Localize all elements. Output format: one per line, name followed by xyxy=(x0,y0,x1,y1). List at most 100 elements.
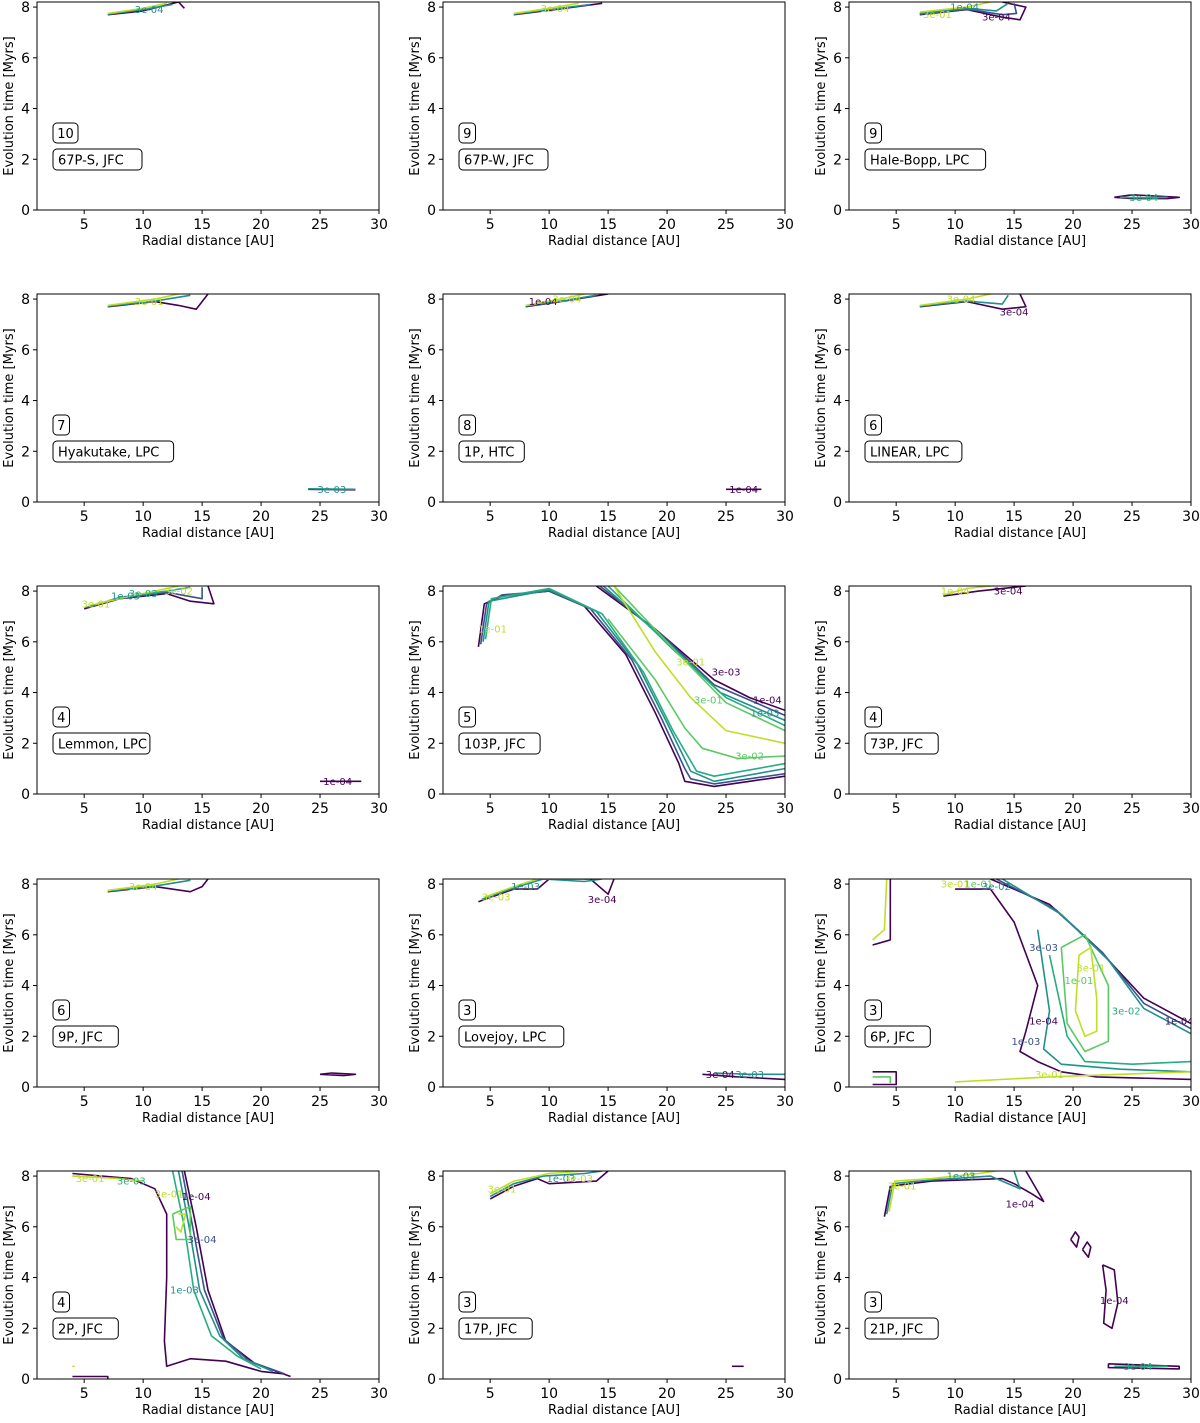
contour-line xyxy=(919,2,991,13)
contour-label: 3e-01 xyxy=(82,599,111,610)
contour-label: 3e-03 xyxy=(1029,943,1058,954)
y-tick-label: 4 xyxy=(21,394,30,410)
contour-line xyxy=(513,2,579,15)
x-tick-label: 20 xyxy=(658,509,676,525)
y-tick-label: 6 xyxy=(833,635,842,651)
x-tick-label: 25 xyxy=(311,217,329,233)
y-axis-label: Evolution time [Myrs] xyxy=(814,1205,829,1344)
count-badge-text: 8 xyxy=(463,419,471,434)
x-tick-label: 15 xyxy=(1005,1386,1023,1402)
comet-name: 9P, JFC xyxy=(58,1031,103,1046)
panel-1: 3e-04 5 10 15 20 25 30 0 2 4 6 8 Radial distance [AU… xyxy=(2,0,388,249)
x-tick-label: 20 xyxy=(658,1386,676,1402)
y-tick-label: 2 xyxy=(427,1321,436,1337)
y-tick-label: 4 xyxy=(21,102,30,118)
comet-name: 2P, JFC xyxy=(58,1323,103,1338)
comet-badge xyxy=(458,1025,565,1048)
y-tick-label: 6 xyxy=(427,51,436,67)
contour-line xyxy=(484,587,785,777)
contour-line xyxy=(72,1375,109,1379)
x-tick-label: 20 xyxy=(252,217,270,233)
contour-label: 1e-03 xyxy=(547,1174,576,1185)
y-tick-label: 0 xyxy=(833,787,842,803)
x-tick-label: 25 xyxy=(1123,801,1141,817)
comet-badge xyxy=(52,1025,119,1048)
y-tick-label: 0 xyxy=(833,1372,842,1388)
x-tick-label: 5 xyxy=(486,1094,495,1110)
x-axis-label: Radial distance [AU] xyxy=(954,526,1086,541)
x-axis-label: Radial distance [AU] xyxy=(954,234,1086,249)
y-tick-label: 0 xyxy=(427,203,436,219)
x-tick-label: 20 xyxy=(252,801,270,817)
axes-frame xyxy=(36,878,380,1088)
y-tick-label: 2 xyxy=(427,736,436,752)
x-tick-label: 30 xyxy=(1182,509,1200,525)
y-tick-label: 0 xyxy=(21,1372,30,1388)
count-badge-text: 7 xyxy=(57,419,65,434)
y-tick-label: 8 xyxy=(21,877,30,893)
contour-label: 1e-04 xyxy=(950,3,979,14)
contour-line xyxy=(607,618,785,760)
panel-15: 3e-01 1e-03 1e-04 1e-04 3e-04 5 10 15 20 25 30 0 2 4 6… xyxy=(814,1169,1200,1418)
y-tick-label: 8 xyxy=(427,1169,436,1185)
y-tick-label: 6 xyxy=(427,1220,436,1236)
panel-9: 1e-04 3e-04 5 10 15 20 25 30 0 2 4 6 8 Radial distanc… xyxy=(814,584,1200,833)
count-badge xyxy=(52,999,70,1021)
x-tick-label: 30 xyxy=(1182,1094,1200,1110)
x-tick-label: 25 xyxy=(311,1094,329,1110)
x-tick-label: 5 xyxy=(892,1386,901,1402)
y-axis-label: Evolution time [Myrs] xyxy=(2,620,17,759)
y-tick-label: 8 xyxy=(21,292,30,308)
contour-line xyxy=(319,1072,357,1077)
comet-name: 73P, JFC xyxy=(870,738,923,753)
x-tick-label: 15 xyxy=(193,509,211,525)
contour-line xyxy=(919,294,991,307)
count-badge-text: 4 xyxy=(57,711,65,726)
comet-name: Lovejoy, LPC xyxy=(464,1031,546,1046)
y-tick-label: 0 xyxy=(21,495,30,511)
y-tick-label: 2 xyxy=(833,1321,842,1337)
x-tick-label: 20 xyxy=(1064,217,1082,233)
count-badge xyxy=(458,414,476,436)
x-tick-label: 10 xyxy=(540,217,558,233)
y-axis-label: Evolution time [Myrs] xyxy=(814,36,829,175)
contour-line xyxy=(177,1171,274,1373)
x-tick-label: 10 xyxy=(134,217,152,233)
count-badge xyxy=(52,1291,70,1313)
y-tick-label: 4 xyxy=(21,1271,30,1287)
y-axis-label: Evolution time [Myrs] xyxy=(2,1205,17,1344)
contour-label: 3e-04 xyxy=(1124,1362,1153,1373)
contour-label: 3e-01 xyxy=(135,297,164,308)
x-tick-label: 30 xyxy=(1182,217,1200,233)
axes-frame xyxy=(442,1170,786,1380)
contour-label: 3e-01 xyxy=(1076,963,1105,974)
axes-frame xyxy=(442,1,786,211)
y-tick-label: 8 xyxy=(833,292,842,308)
axes-frame xyxy=(848,293,1192,503)
x-tick-label: 15 xyxy=(1005,509,1023,525)
count-badge-text: 9 xyxy=(463,127,471,142)
contour-line xyxy=(308,488,356,491)
contour-line xyxy=(171,1171,262,1370)
contour-label: 3e-02 xyxy=(1112,1006,1141,1017)
x-tick-label: 20 xyxy=(252,1094,270,1110)
contour-label: 3e-03 xyxy=(564,1174,593,1185)
x-tick-label: 20 xyxy=(252,509,270,525)
y-tick-label: 6 xyxy=(833,51,842,67)
comet-name: 6P, JFC xyxy=(870,1031,915,1046)
comet-badge xyxy=(864,732,939,755)
y-tick-label: 2 xyxy=(21,152,30,168)
contour-line xyxy=(72,1172,285,1375)
contour-lines: 1e-04 3e-04 xyxy=(941,586,1026,598)
contour-line xyxy=(1120,196,1168,199)
contour-label: 3e-04 xyxy=(541,4,570,15)
x-tick-label: 30 xyxy=(1182,801,1200,817)
contour-label: 1e-03 xyxy=(751,708,780,719)
y-tick-label: 0 xyxy=(427,1080,436,1096)
count-badge-text: 4 xyxy=(869,711,877,726)
contour-label: 1e-04 xyxy=(529,297,558,308)
